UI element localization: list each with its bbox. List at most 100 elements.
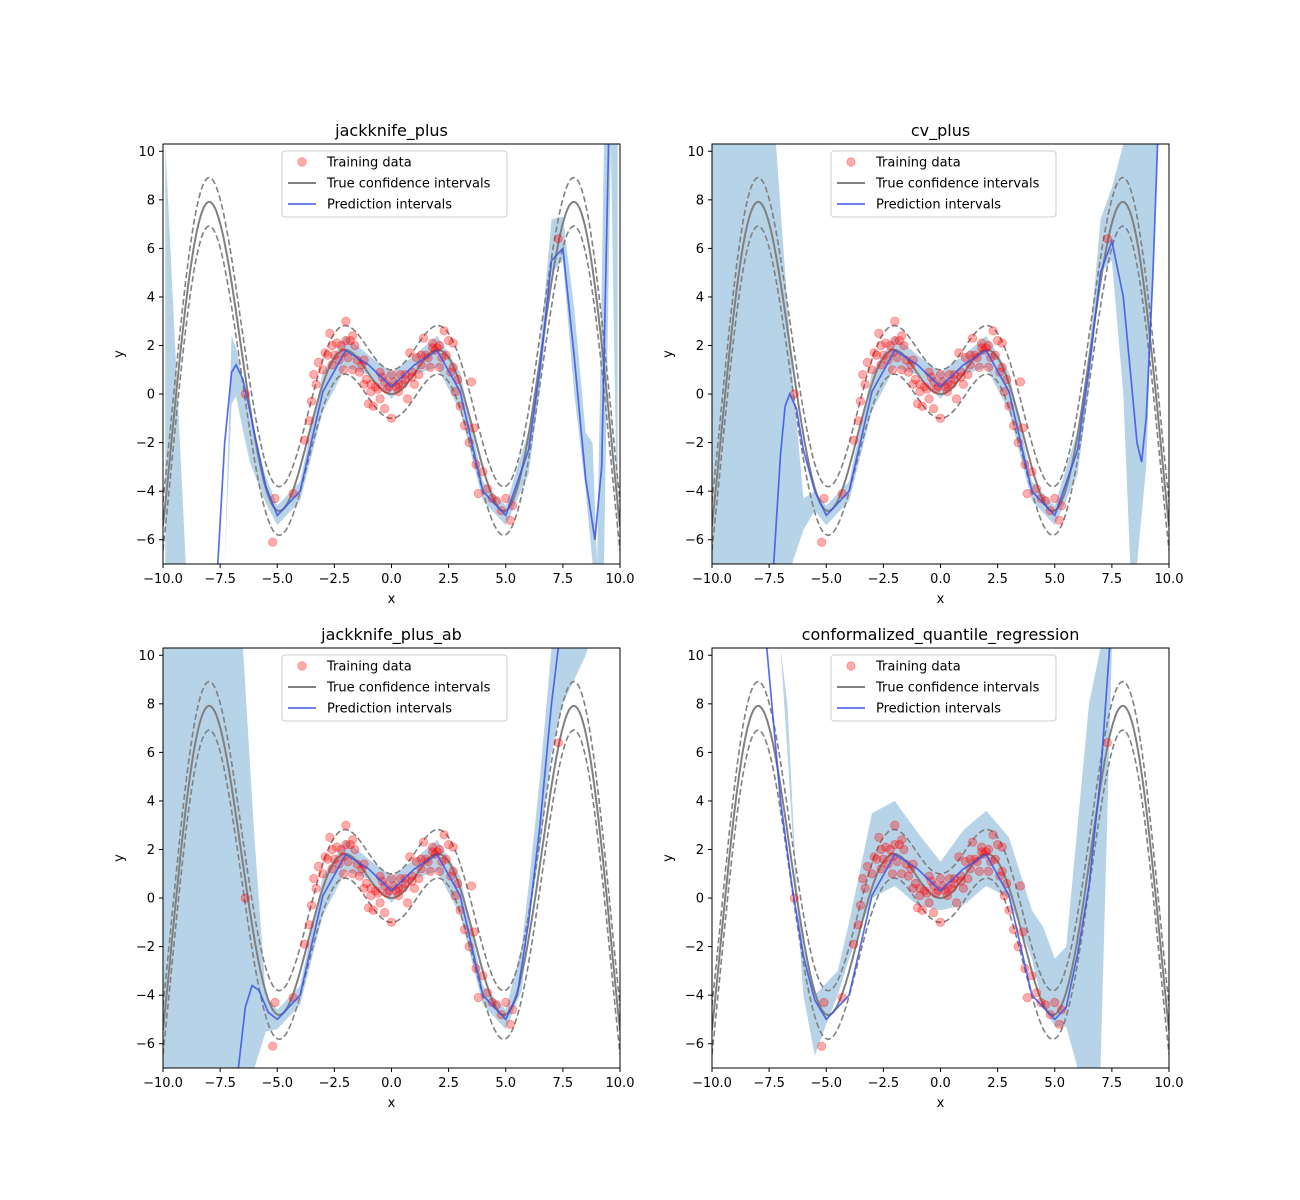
y-tick-label: 6 — [147, 242, 155, 257]
training-point — [327, 844, 337, 855]
x-tick-label: −10.0 — [143, 1076, 183, 1091]
training-point — [325, 328, 335, 338]
subplot-3: −10.0 −7.5 −5.0 −2.5 0.0 2.5 5.0 7.5 10.0 −6 −4 −2 0… — [112, 625, 634, 1111]
legend-label-training: Training data — [875, 156, 961, 171]
training-point — [386, 917, 397, 927]
training-point — [956, 372, 966, 382]
training-point — [908, 379, 918, 389]
x-tick-label: −10.0 — [143, 572, 183, 587]
training-point — [350, 844, 360, 855]
x-tick-label: 0.0 — [930, 572, 951, 587]
x-tick-label: −2.5 — [868, 572, 900, 587]
training-point — [366, 890, 376, 901]
training-point — [348, 365, 358, 375]
x-tick-label: 0.0 — [381, 1076, 402, 1091]
training-point — [974, 866, 984, 877]
training-point — [553, 234, 563, 244]
training-point — [867, 869, 877, 879]
x-tick-label: 7.5 — [553, 1076, 574, 1091]
y-tick-label: −2 — [136, 436, 155, 451]
x-tick-label: −7.5 — [753, 1076, 785, 1091]
training-point — [947, 883, 957, 893]
training-point — [368, 401, 378, 411]
training-point — [306, 900, 317, 910]
x-tick-label: 0.0 — [381, 572, 402, 587]
training-point — [997, 866, 1007, 877]
y-tick-label: 0 — [696, 892, 704, 907]
y-tick-label: −2 — [685, 940, 704, 955]
training-point — [935, 873, 946, 884]
training-point — [402, 394, 413, 404]
training-point — [370, 886, 381, 896]
training-point — [384, 886, 394, 896]
training-point — [935, 917, 946, 927]
training-point — [240, 893, 250, 903]
training-point — [819, 997, 829, 1008]
training-point — [427, 847, 438, 857]
legend-label-prediction: Prediction intervals — [876, 702, 1001, 717]
training-point — [332, 338, 342, 348]
training-point — [1015, 377, 1026, 387]
y-tick-label: 0 — [147, 388, 155, 403]
training-point — [1102, 234, 1112, 244]
y-tick-label: 4 — [696, 794, 704, 809]
training-point — [329, 854, 339, 864]
training-point — [958, 379, 969, 389]
x-tick-label: −7.5 — [204, 1076, 236, 1091]
training-point — [1036, 997, 1046, 1008]
x-tick-label: 10.0 — [1155, 572, 1184, 587]
training-point — [448, 338, 458, 348]
prediction-interval-band — [163, 648, 588, 1068]
training-point — [425, 866, 435, 877]
training-point — [819, 493, 829, 504]
training-point — [354, 367, 365, 377]
plot-area — [712, 648, 1169, 1068]
x-tick-label: 5.0 — [1044, 572, 1065, 587]
training-point — [322, 350, 333, 360]
training-point — [967, 333, 978, 343]
training-point — [348, 835, 358, 845]
x-tick-label: 10.0 — [606, 572, 635, 587]
training-point — [359, 883, 369, 893]
training-point — [1054, 515, 1064, 525]
training-point — [313, 357, 323, 368]
training-point — [382, 384, 392, 394]
training-point — [908, 883, 918, 893]
training-point — [983, 866, 994, 877]
training-point — [398, 883, 408, 893]
y-tick-label: −6 — [685, 1037, 704, 1052]
training-point — [318, 365, 328, 375]
training-point — [405, 348, 415, 358]
training-point — [1018, 927, 1028, 937]
training-point — [983, 844, 994, 855]
training-point — [345, 839, 355, 850]
training-point — [414, 873, 424, 884]
training-point — [366, 883, 376, 893]
training-point — [398, 379, 408, 389]
training-point — [336, 844, 346, 855]
prediction-line — [237, 648, 560, 1068]
x-tick-label: 2.5 — [438, 1076, 459, 1091]
training-point — [954, 852, 964, 862]
training-point — [379, 403, 390, 414]
training-point — [915, 379, 925, 389]
training-point — [874, 328, 884, 338]
legend-box — [830, 654, 1057, 722]
training-point — [928, 907, 939, 918]
training-point — [320, 348, 330, 358]
training-point — [892, 352, 902, 363]
training-point — [912, 903, 923, 913]
training-point — [341, 820, 351, 830]
legend-label-true: True confidence intervals — [326, 177, 491, 192]
training-point — [414, 369, 424, 380]
plot-area — [163, 144, 620, 564]
training-point — [869, 852, 879, 862]
training-point — [965, 350, 975, 360]
training-point — [320, 852, 330, 862]
training-point — [899, 340, 909, 351]
training-point — [268, 537, 278, 547]
training-point — [487, 493, 497, 504]
training-point — [922, 384, 932, 394]
training-point — [922, 888, 932, 898]
true-upper-bound — [163, 176, 620, 502]
